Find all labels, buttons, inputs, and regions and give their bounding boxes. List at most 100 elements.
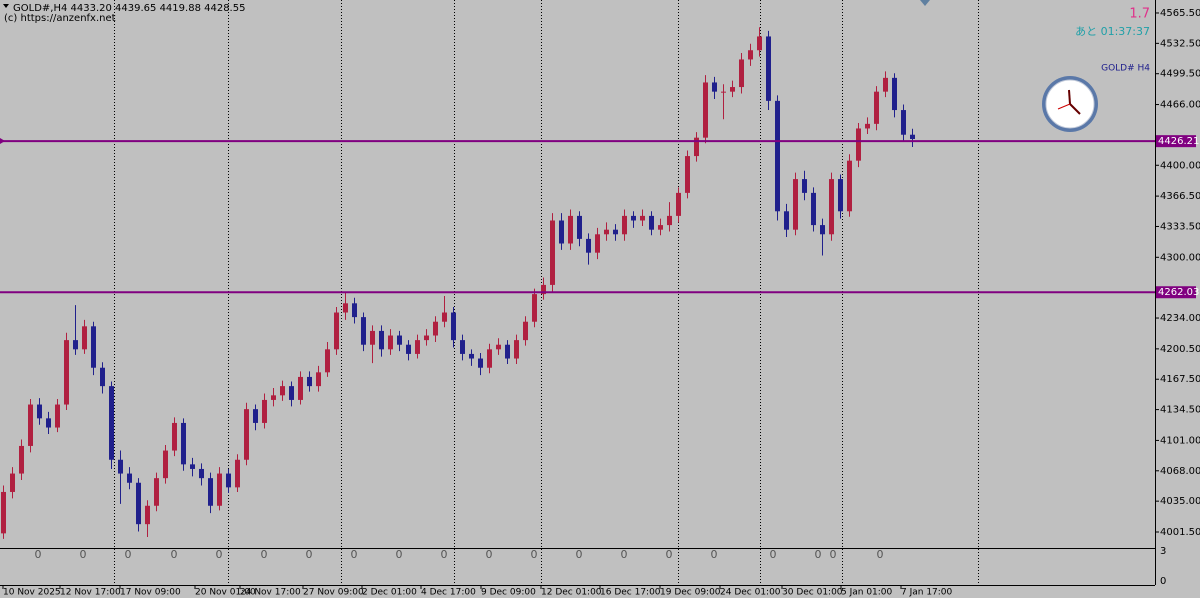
x-tick-label: 16 Dec 17:00: [600, 588, 661, 598]
candle-body: [523, 321, 528, 341]
candle-body: [802, 179, 807, 193]
candle-body: [307, 376, 312, 387]
candle-body: [667, 215, 672, 226]
indicator-value: 0: [576, 548, 583, 561]
x-tick-label: 19 Dec 09:00: [660, 588, 721, 598]
y-tick-label: 4466.00: [1160, 100, 1200, 111]
candle-body: [595, 234, 600, 253]
candle-body: [28, 404, 33, 446]
indicator-value: 0: [80, 548, 87, 561]
y-tick-label: 4366.50: [1160, 191, 1200, 202]
candle-body: [460, 340, 465, 354]
x-tick-label: 30 Dec 01:00: [782, 588, 843, 598]
indicator-value: 0: [306, 548, 313, 561]
indicator-value: 0: [351, 548, 358, 561]
candle-body: [55, 404, 60, 428]
candle-body: [136, 482, 141, 525]
candle-body: [748, 50, 753, 60]
countdown: あと 01:37:37: [1075, 25, 1150, 38]
candle-body: [172, 422, 177, 451]
y-tick-label: 4101.00: [1160, 435, 1200, 446]
candle-body: [793, 179, 798, 230]
candle-body: [766, 36, 771, 101]
candle-body: [622, 215, 627, 235]
candle-body: [586, 238, 591, 253]
indicator-value: 0: [666, 548, 673, 561]
candle-body: [505, 344, 510, 359]
indicator-value: 0: [35, 548, 42, 561]
candle-body: [424, 335, 429, 341]
candle-body: [469, 353, 474, 359]
candle-body: [478, 358, 483, 368]
candle-body: [613, 229, 618, 235]
y-tick-label: 4400.00: [1160, 160, 1200, 171]
candle-body: [64, 340, 69, 405]
candle-body: [406, 344, 411, 354]
candle-body: [19, 445, 24, 474]
candle-body: [181, 422, 186, 465]
candle-body: [847, 160, 852, 212]
indicator-value: 0: [125, 548, 132, 561]
y-tick-label: 4167.50: [1160, 374, 1200, 385]
candle-body: [631, 215, 636, 221]
candle-body: [703, 82, 708, 138]
candle-body: [199, 468, 204, 479]
y-tick-label: 4300.00: [1160, 252, 1200, 263]
candle-body: [649, 215, 654, 230]
symbol-line: GOLD#,H4 4433.20 4439.65 4419.88 4428.55: [13, 3, 245, 14]
candle-body: [487, 349, 492, 368]
candle-body: [388, 335, 393, 350]
indicator-value: 0: [171, 548, 178, 561]
indicator-value: 0: [396, 548, 403, 561]
y-tick-label: 4068.00: [1160, 466, 1200, 477]
candle-body: [91, 326, 96, 368]
candle-body: [127, 473, 132, 483]
indicator-value: 0: [621, 548, 628, 561]
candle-body: [568, 215, 573, 244]
indicator-value: 0: [815, 548, 822, 561]
candle-body: [820, 225, 825, 235]
x-tick-label: 27 Nov 09:00: [303, 588, 364, 598]
indicator-value: 0: [877, 548, 884, 561]
x-tick-label: 12 Nov 17:00: [60, 588, 121, 598]
candle-body: [109, 386, 114, 460]
candle-body: [811, 192, 816, 226]
candle-body: [874, 91, 879, 124]
candle-body: [838, 179, 843, 212]
candle-body: [343, 303, 348, 313]
candle-body: [865, 123, 870, 129]
indicator-value: 0: [441, 548, 448, 561]
price-label-bg: [1156, 135, 1196, 148]
clock-label: GOLD# H4: [1101, 64, 1150, 74]
candle-body: [496, 344, 501, 350]
x-tick-label: 24 Nov 17:00: [240, 588, 301, 598]
price-label: 4262.03: [1158, 287, 1199, 298]
candle-body: [730, 87, 735, 92]
candle-body: [217, 473, 222, 506]
y-tick-label: 4200.50: [1160, 344, 1200, 355]
candle-body: [577, 215, 582, 239]
y-tick-label: 4035.00: [1160, 496, 1200, 507]
candle-body: [757, 36, 762, 51]
y-tick-label: 4565.50: [1160, 8, 1200, 19]
candle-body: [712, 82, 717, 92]
candle-body: [829, 179, 834, 235]
y-tick-label: 4499.50: [1160, 69, 1200, 80]
candle-body: [262, 399, 267, 423]
candle-body: [154, 478, 159, 506]
indicator-tick-label: 0: [1160, 576, 1166, 587]
candle-body: [235, 459, 240, 488]
candle-body: [883, 77, 888, 92]
candle-body: [784, 211, 789, 230]
clock-icon: [1042, 76, 1098, 132]
candle-body: [325, 349, 330, 373]
candle-body: [208, 478, 213, 506]
x-tick-label: 2 Dec 01:00: [362, 588, 417, 598]
candle-body: [721, 91, 726, 93]
price-label-bg: [1156, 286, 1196, 299]
shift-marker: [920, 0, 930, 6]
candle-body: [244, 409, 249, 460]
y-tick-label: 4134.50: [1160, 405, 1200, 416]
